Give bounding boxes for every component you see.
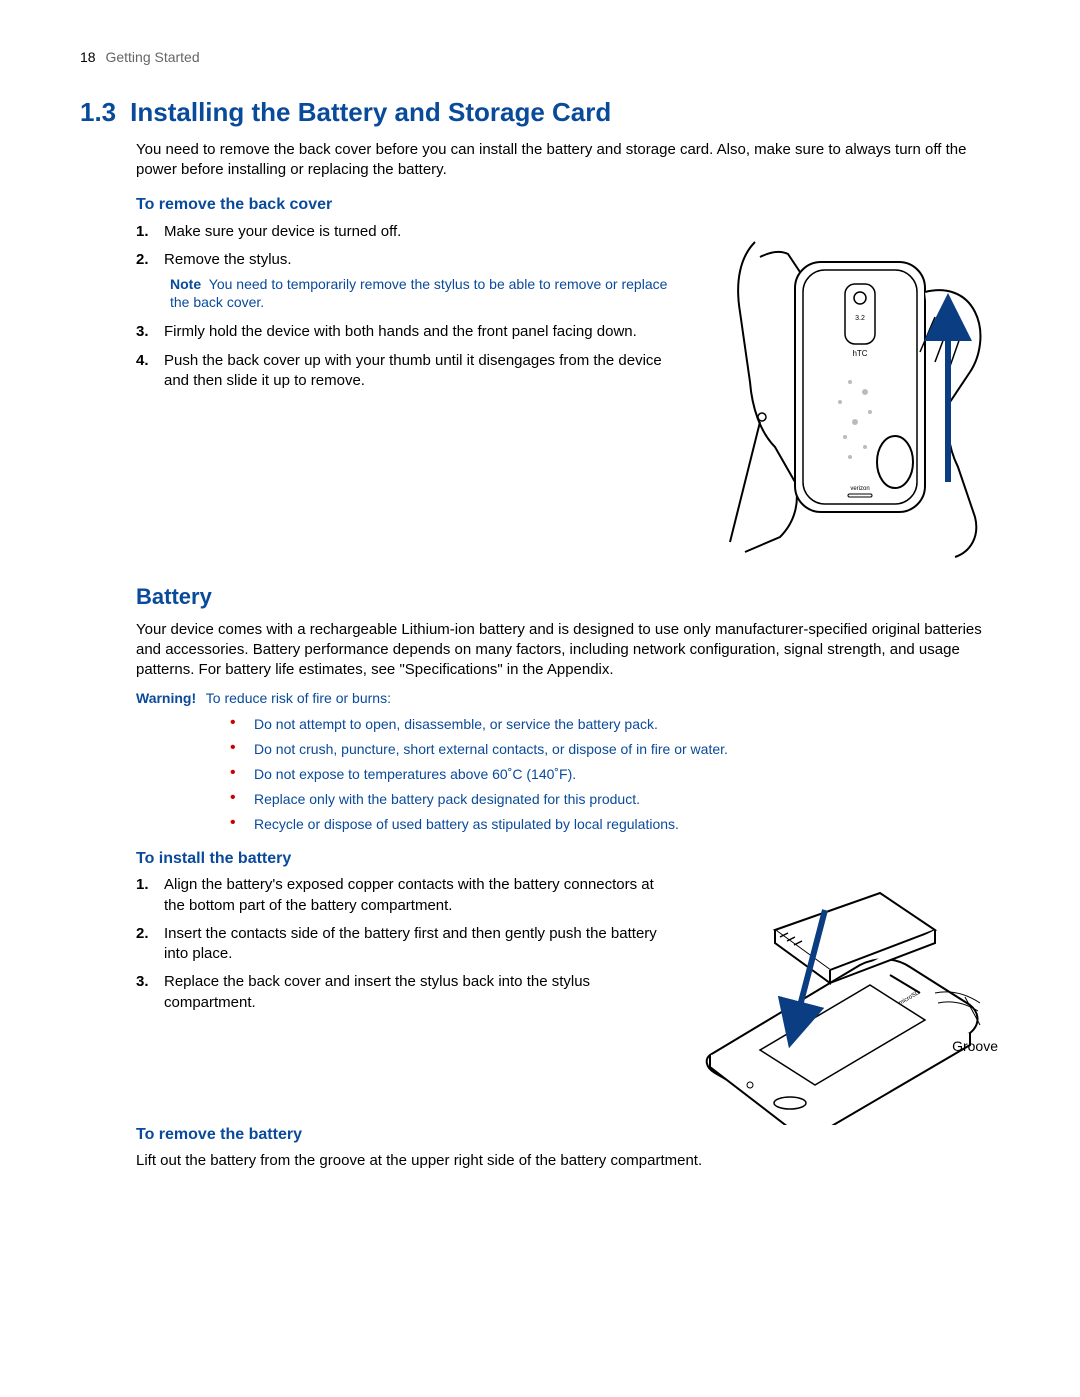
warning-item: Recycle or dispose of used battery as st… (246, 815, 1000, 834)
step-item: Firmly hold the device with both hands a… (158, 322, 680, 342)
section-intro: You need to remove the back cover before… (136, 140, 1000, 181)
battery-heading: Battery (136, 582, 1000, 612)
camera-label: 3.2 (855, 315, 865, 322)
remove-cover-illustration: 3.2 hTC verizon (700, 222, 1000, 562)
warning-intro: To reduce risk of fire or burns: (206, 690, 391, 706)
install-battery-text: Align the battery's exposed copper conta… (136, 875, 660, 1021)
install-battery-steps: Align the battery's exposed copper conta… (136, 875, 660, 1013)
remove-cover-steps: Make sure your device is turned off. Rem… (136, 222, 680, 391)
step-item: Align the battery's exposed copper conta… (158, 875, 660, 916)
remove-cover-heading: To remove the back cover (136, 194, 1000, 216)
step-text: Replace the back cover and insert the st… (164, 973, 590, 1010)
stylus-note: Note You need to temporarily remove the … (170, 275, 680, 313)
page-number: 18 (80, 49, 96, 65)
section-number: 1.3 (80, 95, 116, 130)
remove-battery-text: Lift out the battery from the groove at … (136, 1151, 1000, 1171)
battery-insert-icon: microSD (680, 875, 1000, 1125)
install-battery-illustration: microSD Groove (680, 875, 1000, 1057)
phone-hands-icon: 3.2 hTC verizon (700, 222, 1000, 562)
install-battery-block: Align the battery's exposed copper conta… (136, 875, 1000, 1057)
step-item: Make sure your device is turned off. (158, 222, 680, 242)
section-body: You need to remove the back cover before… (136, 140, 1000, 1172)
remove-cover-text: Make sure your device is turned off. Rem… (136, 222, 680, 399)
chapter-name: Getting Started (105, 49, 199, 65)
step-text: Make sure your device is turned off. (164, 223, 401, 240)
warning-item: Do not crush, puncture, short external c… (246, 740, 1000, 759)
install-battery-heading: To install the battery (136, 848, 1000, 870)
step-item: Push the back cover up with your thumb u… (158, 351, 680, 392)
note-text: You need to temporarily remove the stylu… (170, 276, 667, 311)
step-text: Insert the contacts side of the battery … (164, 925, 657, 962)
groove-label: Groove (952, 1038, 998, 1054)
step-text: Align the battery's exposed copper conta… (164, 876, 654, 913)
carrier-label: verizon (850, 486, 869, 492)
remove-battery-heading: To remove the battery (136, 1124, 1000, 1146)
step-text: Push the back cover up with your thumb u… (164, 352, 662, 389)
warning-item: Do not expose to temperatures above 60˚C… (246, 765, 1000, 784)
warning-item: Do not attempt to open, disassemble, or … (246, 715, 1000, 734)
remove-cover-block: Make sure your device is turned off. Rem… (136, 222, 1000, 562)
brand-label: hTC (852, 349, 867, 358)
step-text: Remove the stylus. (164, 251, 292, 268)
warning-label: Warning! (136, 690, 196, 706)
section-title: Installing the Battery and Storage Card (130, 95, 611, 130)
battery-intro: Your device comes with a rechargeable Li… (136, 620, 1000, 681)
warning-item: Replace only with the battery pack desig… (246, 790, 1000, 809)
warning-list: Do not attempt to open, disassemble, or … (136, 715, 1000, 833)
step-item: Insert the contacts side of the battery … (158, 924, 660, 965)
step-item: Remove the stylus. Note You need to temp… (158, 250, 680, 312)
step-item: Replace the back cover and insert the st… (158, 972, 660, 1013)
page-header: 18 Getting Started (80, 48, 1000, 67)
step-text: Firmly hold the device with both hands a… (164, 323, 637, 340)
warning-block: Warning! To reduce risk of fire or burns… (136, 689, 1000, 834)
note-label: Note (170, 276, 201, 292)
section-head: 1.3 Installing the Battery and Storage C… (80, 95, 1000, 130)
